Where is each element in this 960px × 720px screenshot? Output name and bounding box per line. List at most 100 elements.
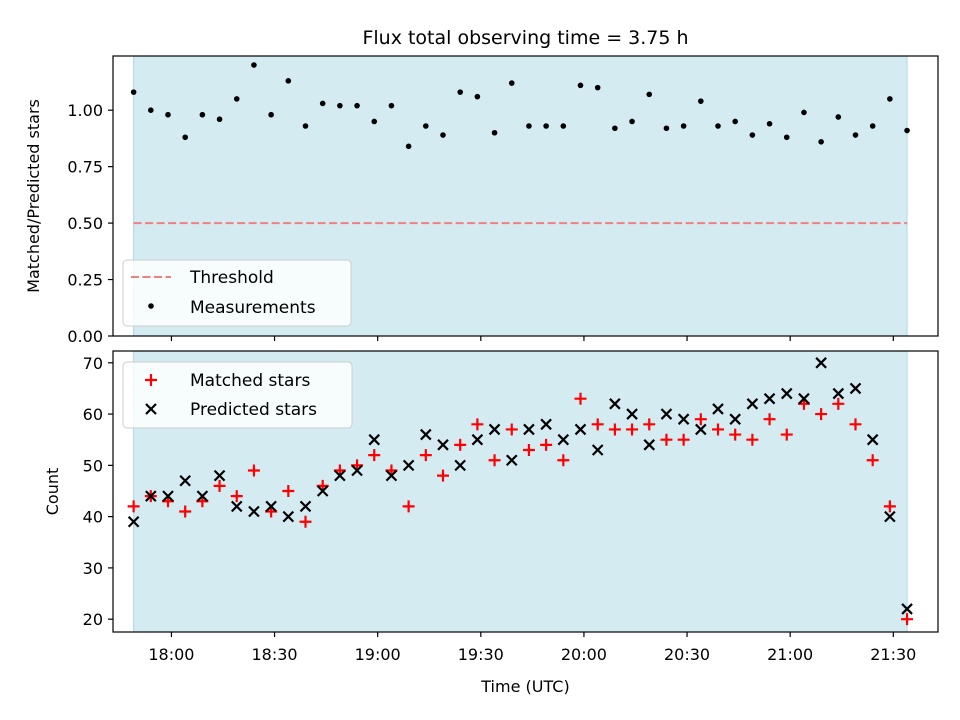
data-point [182, 134, 188, 141]
axes-frame [112, 350, 939, 633]
y-tick-label: 50 [83, 456, 103, 475]
x-tick-label: 19:30 [458, 645, 504, 664]
data-point [608, 423, 621, 436]
observing-span [133, 350, 908, 633]
data-point [866, 433, 879, 446]
data-point [213, 479, 226, 492]
data-point [818, 139, 824, 145]
data-point [454, 459, 466, 472]
data-point [440, 132, 446, 138]
data-point [783, 134, 790, 141]
data-point [904, 127, 910, 134]
y-tick-label: 60 [83, 405, 103, 424]
data-point [835, 114, 842, 120]
data-point [712, 403, 724, 415]
data-point [852, 132, 859, 138]
data-point [368, 433, 381, 446]
data-point [815, 357, 827, 369]
data-point [419, 449, 432, 462]
x-tick-label: 20:30 [664, 645, 710, 664]
data-point [749, 132, 756, 138]
data-point [884, 510, 896, 523]
data-point [609, 398, 621, 410]
legend-matched-label: Matched stars [190, 371, 310, 391]
y-axis-label: Count [43, 468, 62, 516]
legend: Matched stars Predicted stars [122, 361, 353, 429]
data-point [677, 413, 690, 425]
data-point [251, 62, 257, 68]
data-point [282, 484, 295, 497]
data-point [712, 423, 724, 436]
data-point [148, 107, 154, 113]
y-tick-label: 1.00 [67, 101, 103, 120]
data-point [663, 125, 670, 132]
data-point [213, 469, 226, 482]
data-point [351, 464, 363, 477]
data-point [698, 98, 704, 104]
data-point [660, 408, 673, 420]
data-point [763, 392, 776, 405]
data-point [199, 111, 206, 118]
legend-measurements-label: Measurements [190, 298, 316, 318]
data-point [901, 603, 913, 615]
data-point [354, 102, 360, 109]
y-axis-label: Matched/Predicted stars [24, 99, 43, 293]
series-matched-stars [127, 392, 914, 626]
axes-frame [112, 55, 939, 337]
data-point [660, 433, 673, 446]
data-point [316, 485, 329, 497]
x-tick-label: 19:00 [355, 645, 401, 664]
x-tick-label: 18:30 [252, 645, 298, 664]
data-point [247, 464, 260, 477]
data-point [388, 102, 395, 109]
data-point [371, 118, 378, 125]
data-point [677, 433, 690, 446]
data-point [179, 505, 192, 518]
data-point [612, 125, 618, 132]
data-point [127, 500, 140, 513]
data-point [471, 418, 484, 431]
data-point [574, 423, 587, 436]
data-point [643, 418, 656, 431]
data-point [746, 398, 759, 410]
data-point [680, 123, 687, 129]
data-point [540, 438, 553, 451]
data-point [127, 515, 140, 528]
data-point [626, 408, 638, 420]
data-point [591, 418, 604, 431]
series-measurements [130, 62, 910, 150]
data-point [746, 433, 759, 446]
data-point [405, 143, 412, 150]
data-point [457, 89, 463, 95]
data-point [869, 123, 876, 129]
x-tick-label: 21:00 [767, 645, 813, 664]
legend: Threshold Measurements [122, 259, 352, 327]
y-tick-label: 40 [83, 508, 103, 527]
legend-measurements-swatch [148, 303, 154, 309]
data-point [454, 438, 467, 451]
legend-threshold-label: Threshold [189, 268, 274, 288]
y-tick-label: 0.50 [67, 214, 103, 233]
data-point [299, 515, 312, 528]
data-point [248, 505, 260, 518]
data-point [560, 123, 567, 129]
data-point [319, 100, 326, 107]
data-point [285, 78, 292, 84]
data-point [883, 500, 896, 513]
data-point [230, 500, 243, 513]
data-point [505, 454, 518, 466]
data-point [594, 84, 601, 91]
legend-predicted-swatch [145, 403, 157, 415]
legend-matched-swatch [145, 374, 157, 386]
data-point [508, 80, 515, 86]
data-point [815, 408, 828, 421]
data-point [337, 102, 343, 109]
y-tick-label: 0.00 [67, 327, 103, 346]
data-point [522, 443, 535, 456]
x-axis-label: Time (UTC) [480, 677, 569, 696]
data-point [694, 413, 707, 426]
data-point [402, 500, 415, 513]
y-tick-label: 0.75 [67, 158, 103, 177]
x-tick-label: 18:00 [148, 645, 194, 664]
